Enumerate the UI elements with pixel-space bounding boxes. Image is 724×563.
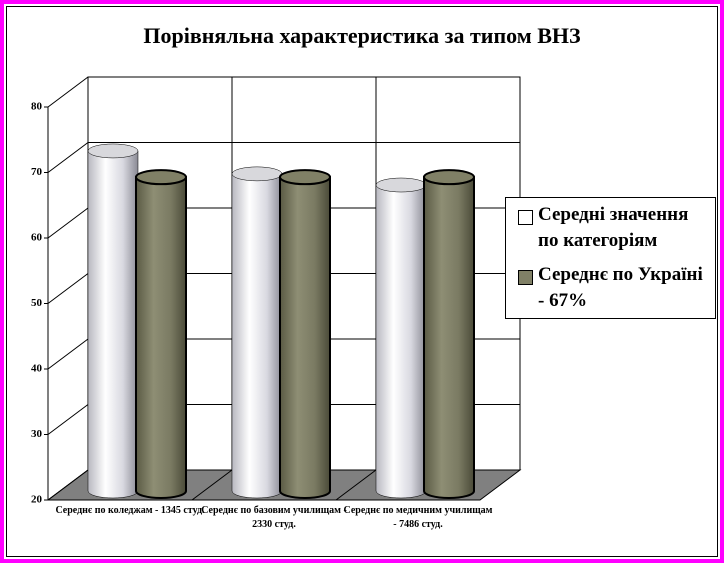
- cylinder: [423, 169, 475, 499]
- cylinder-body: [135, 176, 187, 499]
- y-tick-label: 30: [31, 428, 43, 440]
- floor-divider: [191, 469, 233, 501]
- x-tick-label: Середнє по базовим училищам - 2330 студ.: [201, 505, 347, 530]
- x-tick-label: Середнє по коледжам - 1345 студ.: [55, 505, 205, 516]
- cylinder: [87, 143, 139, 499]
- grid-line: [47, 273, 89, 304]
- grid-line: [47, 142, 89, 173]
- legend-marker: [518, 210, 533, 225]
- legend-label: Середні значення по категоріям: [538, 204, 689, 251]
- grid-line: [47, 469, 89, 501]
- legend-label: Середнє по Україні - 67%: [538, 264, 703, 311]
- floor-divider: [335, 469, 377, 501]
- cylinder-top: [87, 143, 139, 159]
- y-tick-label: 50: [31, 297, 43, 309]
- cylinder-top: [279, 169, 331, 186]
- grid-line: [47, 404, 89, 435]
- y-tick-label: 80: [31, 101, 43, 113]
- cylinder-body: [87, 150, 139, 499]
- cylinder: [231, 166, 283, 499]
- cylinder: [279, 169, 331, 499]
- y-tick-label: 40: [31, 363, 43, 375]
- chart-area: [6, 6, 718, 557]
- y-tick-label: 60: [31, 232, 43, 244]
- x-tick-label: Середнє по медичним училищам - 7486 студ…: [343, 505, 493, 530]
- cylinder-body: [231, 173, 283, 499]
- y-tick-label: 70: [31, 166, 43, 178]
- cylinder-top: [135, 169, 187, 186]
- cylinder: [375, 177, 427, 499]
- legend-marker: [518, 270, 533, 285]
- grid-line: [47, 338, 89, 370]
- chart-title: Порівняльна характеристика за типом ВНЗ: [143, 23, 581, 48]
- cylinder-top: [423, 169, 475, 186]
- grid-line: [47, 76, 89, 108]
- cylinder-top: [375, 177, 427, 193]
- cylinder-body: [375, 184, 427, 499]
- grid-line: [47, 207, 89, 239]
- cylinder-body: [423, 176, 475, 499]
- cylinder-top: [231, 166, 283, 182]
- legend: Середні значення по категоріям Середнє по…: [505, 197, 716, 319]
- cylinder-body: [279, 176, 331, 499]
- cylinder: [135, 169, 187, 499]
- y-tick-label: 20: [31, 494, 43, 506]
